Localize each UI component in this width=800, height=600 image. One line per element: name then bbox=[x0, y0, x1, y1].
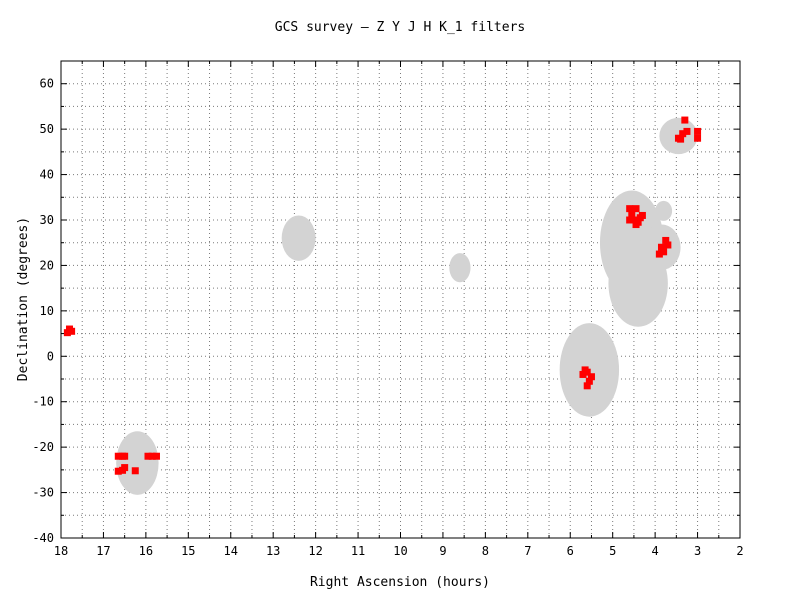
observed-point bbox=[579, 370, 587, 378]
planned-region bbox=[116, 431, 159, 495]
observed-point bbox=[683, 127, 691, 135]
observed-point bbox=[664, 241, 672, 249]
x-tick-label: 18 bbox=[54, 544, 68, 558]
x-tick-label: 10 bbox=[393, 544, 407, 558]
observed-point bbox=[657, 243, 665, 251]
observed-point bbox=[65, 326, 73, 334]
observed-point bbox=[121, 464, 129, 472]
observed-point bbox=[587, 373, 595, 381]
observed-point bbox=[585, 377, 593, 385]
observed-point bbox=[121, 452, 129, 460]
x-tick-label: 7 bbox=[524, 544, 531, 558]
observed-point bbox=[131, 467, 139, 475]
planned-regions bbox=[116, 117, 698, 495]
x-tick-label: 6 bbox=[567, 544, 574, 558]
axis-ticks bbox=[60, 60, 741, 539]
observed-point bbox=[694, 127, 702, 135]
y-tick-label: 30 bbox=[40, 213, 54, 227]
y-tick-label: 0 bbox=[47, 349, 54, 363]
observed-point bbox=[144, 452, 152, 460]
x-tick-label: 9 bbox=[439, 544, 446, 558]
observed-point bbox=[114, 452, 122, 460]
x-tick-label: 2 bbox=[736, 544, 743, 558]
observed-point bbox=[660, 248, 668, 256]
observed-point bbox=[583, 382, 591, 390]
y-tick-label: 50 bbox=[40, 122, 54, 136]
x-tick-label: 14 bbox=[224, 544, 238, 558]
y-tick-label: -30 bbox=[32, 486, 54, 500]
observed-point bbox=[581, 366, 589, 374]
observed-point bbox=[677, 135, 685, 143]
y-tick-label: 60 bbox=[40, 77, 54, 91]
observed-point bbox=[152, 452, 160, 460]
chart-title: GCS survey — Z Y J H K_1 filters bbox=[275, 20, 525, 35]
planned-region bbox=[281, 215, 316, 261]
y-tick-label: 40 bbox=[40, 168, 54, 182]
x-tick-label: 12 bbox=[308, 544, 322, 558]
observed-point bbox=[694, 134, 702, 142]
x-axis-label: Right Ascension (hours) bbox=[310, 575, 490, 590]
observed-point bbox=[628, 211, 636, 219]
y-tick-label: -10 bbox=[32, 395, 54, 409]
observed-point bbox=[679, 130, 687, 138]
x-tick-label: 17 bbox=[96, 544, 110, 558]
y-tick-label: 20 bbox=[40, 258, 54, 272]
x-tick-label: 8 bbox=[482, 544, 489, 558]
y-tick-label: 10 bbox=[40, 304, 54, 318]
observed-point bbox=[632, 205, 640, 213]
observed-points bbox=[63, 116, 702, 475]
x-tick-label: 15 bbox=[181, 544, 195, 558]
x-tick-label: 5 bbox=[609, 544, 616, 558]
planned-region bbox=[449, 253, 471, 283]
x-tick-label: 4 bbox=[652, 544, 659, 558]
y-axis-label: Declination (degrees) bbox=[16, 217, 31, 381]
observed-point bbox=[148, 452, 156, 460]
observed-point bbox=[626, 216, 634, 224]
x-tick-label: 11 bbox=[351, 544, 365, 558]
x-tick-labels: 18 17 16 15 14 13 12 11 10 9 8 7 6 5 4 3 2 bbox=[54, 544, 744, 558]
x-tick-label: 13 bbox=[266, 544, 280, 558]
observed-point bbox=[114, 467, 122, 475]
observed-point bbox=[632, 221, 640, 229]
observed-point bbox=[662, 236, 670, 244]
observed-point bbox=[630, 216, 638, 224]
planned-region bbox=[655, 200, 673, 221]
x-tick-label: 16 bbox=[139, 544, 153, 558]
observed-point bbox=[655, 250, 663, 258]
y-tick-label: -40 bbox=[32, 531, 54, 545]
y-tick-labels: -40 -30 -20 -10 0 10 20 30 40 50 60 bbox=[32, 77, 54, 545]
observed-point bbox=[681, 116, 689, 124]
observed-point bbox=[626, 205, 634, 213]
observed-point bbox=[638, 211, 646, 219]
x-tick-label: 3 bbox=[694, 544, 701, 558]
y-tick-label: -20 bbox=[32, 440, 54, 454]
